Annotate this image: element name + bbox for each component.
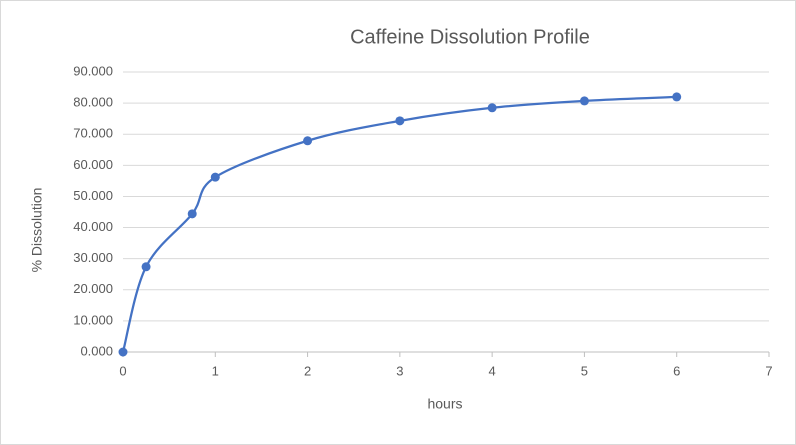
- data-point: [141, 262, 151, 272]
- y-tick-label: 40.000: [73, 219, 113, 234]
- x-tick-label: 1: [212, 363, 219, 378]
- data-point: [210, 172, 220, 182]
- y-tick-label: 90.000: [73, 63, 113, 78]
- y-tick-label: 0.000: [80, 343, 113, 358]
- x-axis-title: hours: [427, 396, 462, 412]
- x-tick-label: 6: [673, 363, 680, 378]
- data-point: [395, 116, 405, 126]
- y-tick-label: 80.000: [73, 95, 113, 110]
- data-point: [118, 347, 128, 357]
- x-tick-label: 7: [765, 363, 772, 378]
- data-line: [121, 95, 677, 353]
- data-point: [579, 96, 589, 106]
- x-tick-label: 2: [304, 363, 311, 378]
- data-point: [303, 136, 313, 146]
- x-tick-label: 0: [119, 363, 126, 378]
- data-point: [487, 103, 497, 113]
- y-tick-label: 20.000: [73, 281, 113, 296]
- y-tick-label: 60.000: [73, 157, 113, 172]
- data-point: [187, 209, 197, 219]
- y-tick-label: 50.000: [73, 188, 113, 203]
- x-tick-label: 4: [489, 363, 496, 378]
- y-tick-label: 10.000: [73, 312, 113, 327]
- data-point: [672, 92, 682, 102]
- x-tick-label: 3: [396, 363, 403, 378]
- x-tick-label: 5: [581, 363, 588, 378]
- y-axis-title: % Dissolution: [29, 188, 45, 273]
- y-tick-label: 30.000: [73, 250, 113, 265]
- chart-title: Caffeine Dissolution Profile: [350, 26, 590, 48]
- y-tick-label: 70.000: [73, 126, 113, 141]
